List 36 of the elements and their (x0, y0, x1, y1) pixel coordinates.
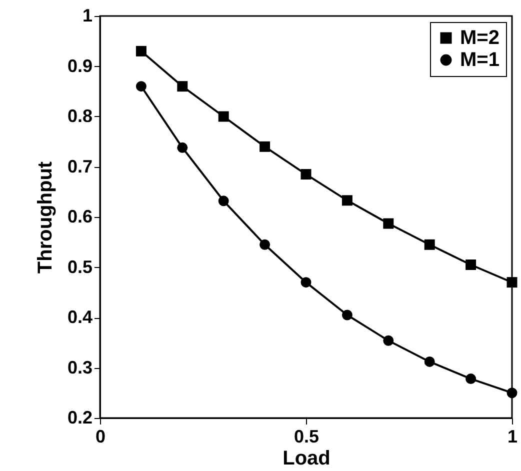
legend-label: M=2 (460, 27, 500, 49)
point (466, 374, 476, 384)
point (260, 239, 270, 250)
point (342, 195, 352, 206)
point (424, 239, 435, 250)
y-tick-label: 0.5 (67, 256, 92, 277)
point (506, 388, 518, 398)
y-tick-label: 0.9 (67, 56, 92, 76)
y-tick-label: 0.8 (67, 106, 92, 126)
point (383, 218, 394, 229)
y-tick-label: 0.7 (67, 156, 92, 176)
point (424, 356, 435, 367)
point (342, 310, 352, 320)
point (218, 196, 229, 206)
point (260, 141, 270, 152)
x-tick-label: 0 (95, 426, 106, 446)
y-tick-label: 0.2 (67, 408, 92, 428)
y-tick-label: 1 (82, 6, 92, 26)
point (300, 169, 312, 180)
point (177, 142, 188, 153)
y-tick-label: 0.6 (67, 206, 92, 226)
point (383, 335, 394, 346)
point (300, 277, 312, 288)
point (136, 46, 146, 56)
x-tick-label: 0.5 (294, 426, 320, 446)
point (506, 277, 518, 288)
point (177, 81, 188, 92)
y-tick-label: 0.4 (67, 307, 92, 327)
legend-label: M=1 (460, 49, 500, 71)
x-tick-label: 1 (507, 426, 518, 446)
x-axis-title: Load (282, 448, 330, 470)
point (136, 81, 146, 92)
y-axis-title: Throughput (34, 161, 56, 274)
point (466, 259, 476, 270)
point (218, 111, 229, 122)
y-tick-label: 0.3 (67, 357, 92, 378)
